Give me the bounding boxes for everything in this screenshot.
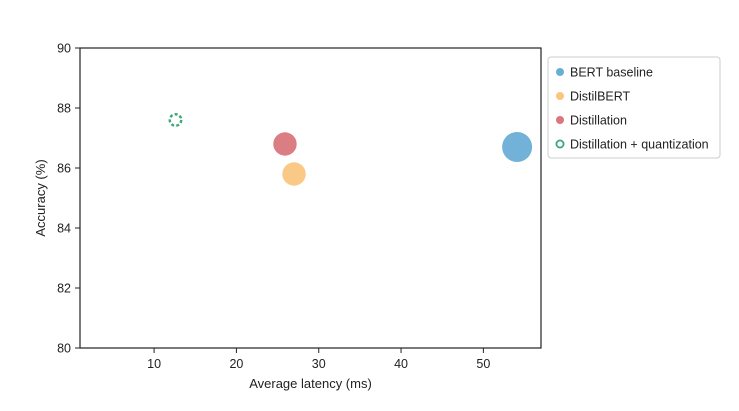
data-point-2 [282,162,306,186]
y-tick-label: 84 [57,222,71,236]
x-tick-label: 10 [147,357,161,371]
x-tick-label: 50 [476,357,490,371]
data-point-1 [502,132,533,162]
x-tick-label: 40 [394,357,408,371]
data-point-3 [273,132,297,156]
y-tick-label: 90 [57,42,71,56]
legend-label-3: Distillation [570,114,627,128]
y-axis-label: Accuracy (%) [33,159,48,236]
legend-marker-1 [556,68,564,76]
y-tick-label: 86 [57,162,71,176]
data-point-4 [168,113,183,127]
y-tick-label: 82 [57,282,71,296]
axes-frame [79,47,542,349]
x-axis-label: Average latency (ms) [249,376,372,391]
y-tick-label: 88 [57,102,71,116]
legend: BERT baseline DistilBERT Distillation Disti… [547,56,721,159]
legend-label-1: BERT baseline [570,66,653,80]
legend-marker-3 [556,116,564,124]
legend-frame [547,56,721,159]
plot-area: 10 20 30 40 50 80 82 84 86 88 90 Average latency (m… [33,42,542,391]
x-tick-label: 20 [229,357,243,371]
y-tick-label: 80 [57,342,71,356]
x-tick-label: 30 [312,357,326,371]
legend-marker-2 [556,92,564,100]
legend-label-2: DistilBERT [570,90,631,104]
legend-marker-4 [555,139,565,149]
legend-label-4: Distillation + quantization [570,138,709,152]
